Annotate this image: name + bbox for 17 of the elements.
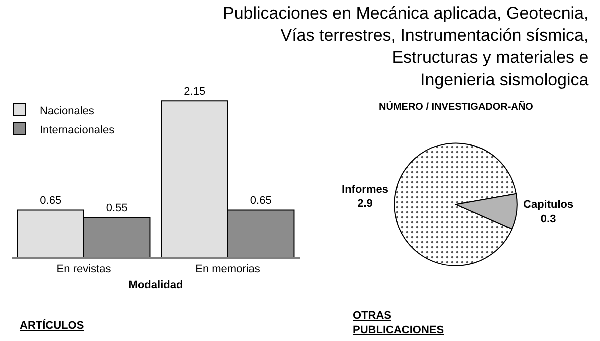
data-label: 0.65 <box>40 195 62 208</box>
text: OTRAS PUBLICACIONES <box>353 310 444 336</box>
data-label: 2.15 <box>184 86 206 98</box>
data-label: 2.9 <box>358 198 373 210</box>
slice-label: Informes <box>342 184 388 196</box>
x-tick-label: En revistas <box>56 264 112 276</box>
chart-title: NÚMERO / INVESTIGADOR-AÑO <box>379 101 534 113</box>
x-axis-title: Modalidad <box>128 279 184 292</box>
text: Publicaciones en Mecánica aplicada, Geotecnia, Vías terrestres, Instrumentación sísmica, Estructuras y materiales e Ingenieria sismologica <box>223 4 590 90</box>
legend-label: Internacionales <box>40 124 116 136</box>
data-label: 0.3 <box>540 213 556 226</box>
legend-label: Nacionales <box>40 105 95 118</box>
x-tick-label: En memorias <box>196 264 261 276</box>
data-label: 0.55 <box>106 202 128 214</box>
text: ARTÍCULOS <box>20 319 84 332</box>
slice-label: Capitulos <box>524 198 574 211</box>
data-label: 0.65 <box>250 195 272 208</box>
